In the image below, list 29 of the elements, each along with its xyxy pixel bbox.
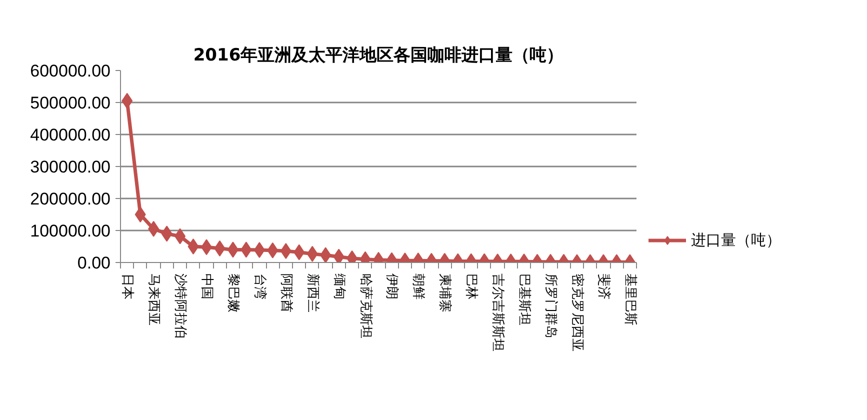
x-tick-label: 缅甸 bbox=[331, 274, 346, 300]
x-tick-label: 巴基斯坦 bbox=[516, 274, 532, 326]
x-tick-label: 台湾 bbox=[252, 274, 268, 300]
x-tick-label: 中国 bbox=[199, 274, 214, 300]
y-tick-label: 500000.00 bbox=[30, 94, 111, 112]
x-tick-label: 朝鲜 bbox=[410, 274, 426, 300]
x-tick-label: 新西兰 bbox=[304, 274, 320, 312]
x-tick-label: 基里巴斯 bbox=[622, 274, 638, 326]
y-tick-label: 300000.00 bbox=[30, 158, 111, 176]
x-tick-label: 密克罗尼西亚 bbox=[569, 274, 584, 352]
y-tick-label: 200000.00 bbox=[30, 190, 111, 208]
y-tick-label: 0.00 bbox=[77, 254, 111, 272]
x-tick-label: 柬埔寨 bbox=[437, 274, 454, 312]
x-tick-label: 马来西亚 bbox=[146, 274, 162, 326]
x-tick-label: 斐济 bbox=[596, 274, 611, 300]
chart-title: 2016年亚洲及太平洋地区各国咖啡进口量（吨） bbox=[193, 46, 564, 66]
x-tick-label: 巴林 bbox=[464, 274, 479, 300]
y-tick-label: 400000.00 bbox=[30, 126, 111, 144]
y-tick-label: 100000.00 bbox=[30, 222, 111, 240]
x-tick-label: 阿联酋 bbox=[278, 274, 294, 312]
x-tick-label: 吉尔吉斯斯坦 bbox=[490, 274, 506, 352]
legend-label: 进口量（吨） bbox=[691, 230, 781, 250]
x-tick-label: 日本 bbox=[120, 274, 135, 300]
x-tick-label: 伊朗 bbox=[384, 274, 400, 300]
x-tick-label: 黎巴嫩 bbox=[225, 274, 240, 312]
x-tick-label: 所罗门群岛 bbox=[543, 274, 559, 338]
y-tick-label: 600000.00 bbox=[30, 62, 111, 80]
x-tick-label: 沙特阿拉伯 bbox=[172, 274, 188, 338]
x-tick-label: 哈萨克斯坦 bbox=[358, 274, 373, 338]
